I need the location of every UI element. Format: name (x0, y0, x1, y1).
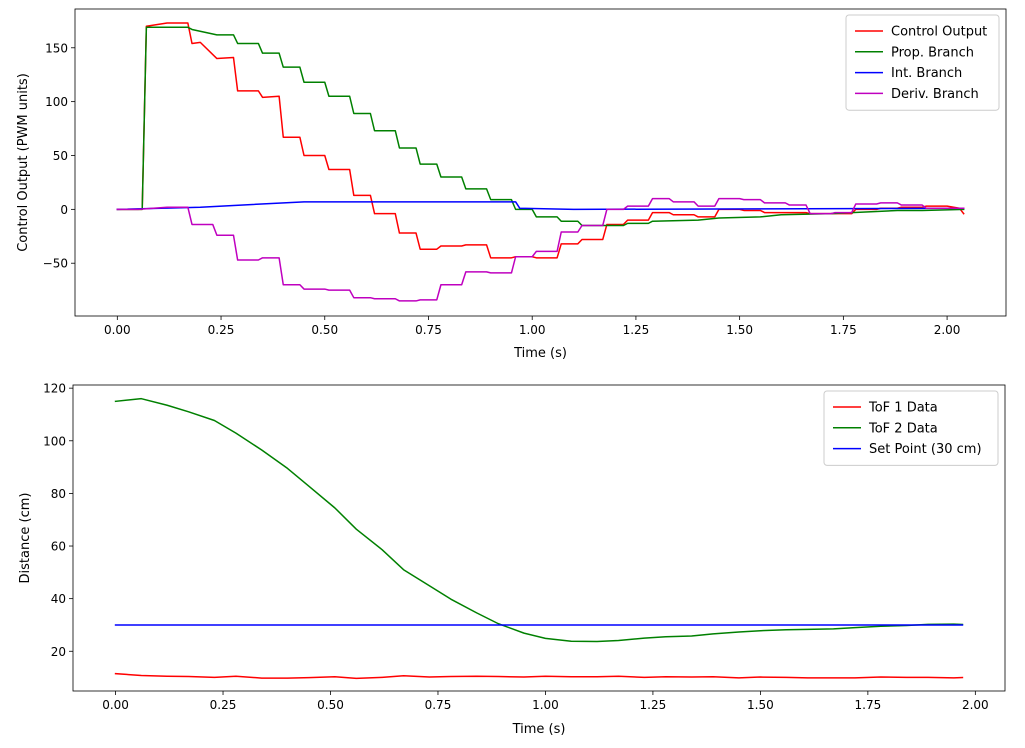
chart-2: 0.00 0.25 0.50 0.75 1.00 1.25 1.50 1.75 2.00 20 40… (18, 382, 1006, 737)
x-tick-label: 0.75 (425, 698, 452, 712)
series-line-2 (116, 26, 965, 227)
series-line-3 (116, 201, 965, 211)
series-line-1 (114, 672, 964, 680)
x-tick-label: 0.50 (311, 323, 338, 337)
y-tick-label: −50 (43, 257, 68, 271)
x-tick-label: 1.50 (747, 698, 774, 712)
legend-label: ToF 1 Data (868, 401, 938, 416)
x-tick-label: 1.00 (532, 698, 559, 712)
y-tick-label: 150 (45, 41, 68, 55)
x-tick-label: 0.25 (210, 698, 237, 712)
legend-box (823, 390, 999, 466)
x-axis-label: Time (s) (512, 722, 566, 737)
y-tick-label: 120 (43, 382, 66, 396)
legend-label: Control Output (891, 25, 987, 40)
x-tick-label: 0.25 (208, 323, 235, 337)
y-tick-label: 0 (60, 203, 68, 217)
series-group (114, 397, 964, 680)
y-tick-label: 100 (43, 434, 66, 448)
y-tick-label: 100 (45, 95, 68, 109)
y-tick-label: 80 (51, 487, 66, 501)
y-axis-label: Distance (cm) (18, 493, 33, 584)
x-tick-label: 0.00 (104, 323, 131, 337)
x-tick-label: 1.00 (519, 323, 546, 337)
x-tick-label: 2.00 (962, 698, 989, 712)
legend: Control Output Prop. Branch Int. Branch Der… (845, 14, 1000, 111)
plot-frame (74, 8, 1007, 317)
legend-label: Int. Branch (891, 66, 962, 81)
x-tick-label: 1.75 (855, 698, 882, 712)
series-line-1 (116, 22, 965, 259)
legend-label: Set Point (30 cm) (869, 442, 982, 457)
legend-box (845, 14, 1000, 111)
plot-frame (72, 384, 1006, 692)
y-tick-label: 50 (53, 149, 68, 163)
x-tick-label: 1.50 (726, 323, 753, 337)
x-tick-label: 0.75 (415, 323, 442, 337)
x-axis-label: Time (s) (513, 346, 567, 361)
y-axis-label: Control Output (PWM units) (16, 73, 31, 252)
legend-label: Deriv. Branch (891, 87, 979, 102)
legend-label: ToF 2 Data (868, 421, 938, 436)
chart-1: 0.00 0.25 0.50 0.75 1.00 1.25 1.50 1.75 2.00 −50 0… (16, 8, 1007, 361)
x-tick-label: 0.00 (102, 698, 129, 712)
legend-label: Prop. Branch (891, 45, 974, 60)
x-tick-label: 0.50 (317, 698, 344, 712)
series-group (116, 22, 965, 302)
y-tick-label: 60 (51, 540, 66, 554)
series-line-2 (114, 397, 964, 643)
y-tick-label: 40 (51, 592, 66, 606)
x-tick-label: 1.75 (830, 323, 857, 337)
series-line-4 (116, 197, 965, 302)
x-tick-label: 1.25 (640, 698, 667, 712)
legend: ToF 1 Data ToF 2 Data Set Point (30 cm) (823, 390, 999, 466)
x-tick-label: 2.00 (934, 323, 961, 337)
x-tick-label: 1.25 (623, 323, 650, 337)
y-tick-label: 20 (51, 645, 66, 659)
